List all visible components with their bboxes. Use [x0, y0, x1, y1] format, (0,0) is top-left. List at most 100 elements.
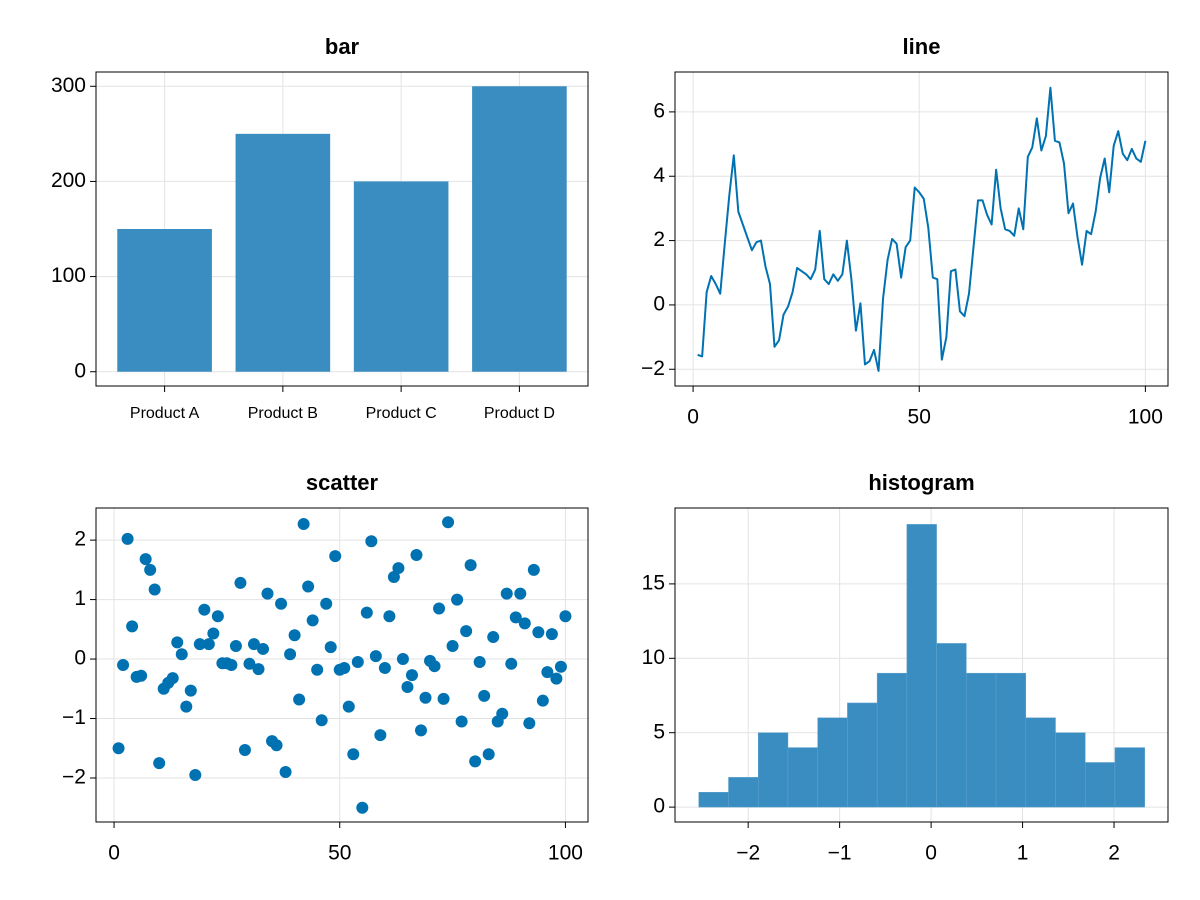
point [405, 669, 418, 682]
point [234, 576, 247, 589]
bar [966, 672, 997, 808]
bar [1084, 762, 1116, 808]
point [536, 694, 549, 707]
point [559, 610, 572, 623]
point [342, 700, 355, 713]
point [261, 587, 274, 600]
point [554, 660, 567, 673]
point [112, 742, 125, 755]
point [482, 748, 495, 761]
point [518, 617, 531, 630]
x-tick-label: Product A [130, 405, 200, 422]
point [523, 717, 536, 730]
point [257, 642, 270, 655]
point [229, 639, 242, 652]
axes-frame [674, 71, 1169, 387]
point [198, 603, 211, 616]
point [414, 724, 427, 737]
point [338, 661, 351, 674]
panel: scatter −2 −1 0 1 2 0 50 100 [62, 470, 589, 865]
panel: histogram 0 5 10 15 −2 −1 0 1 2 [642, 470, 1169, 865]
point [369, 650, 382, 663]
point [487, 631, 500, 644]
x-tick-label: 2 [1108, 842, 1120, 865]
point [469, 755, 482, 768]
point [460, 625, 473, 638]
bar [906, 524, 937, 808]
point [175, 648, 188, 661]
point [392, 562, 405, 575]
point [311, 663, 324, 676]
bar [876, 672, 908, 808]
point [121, 532, 134, 545]
point [347, 748, 360, 761]
x-tick-label: Product D [484, 405, 555, 422]
y-tick-label: 5 [653, 720, 665, 743]
point [238, 744, 251, 757]
panel-title: bar [325, 34, 360, 59]
x-tick-label: 0 [108, 842, 120, 865]
point [464, 559, 477, 572]
y-tick-label: −2 [641, 357, 665, 380]
bar [728, 777, 759, 808]
bar [787, 747, 818, 808]
bar [235, 133, 331, 372]
point [514, 587, 527, 600]
point [437, 692, 450, 705]
point [527, 563, 540, 576]
point [478, 689, 491, 702]
point [356, 801, 369, 814]
point [288, 629, 301, 642]
bar [995, 672, 1027, 808]
point [166, 672, 179, 685]
point [545, 628, 558, 641]
bar [1025, 717, 1056, 808]
point [135, 669, 148, 682]
point [320, 597, 333, 610]
point [180, 700, 193, 713]
point [252, 663, 265, 676]
line [697, 86, 1147, 372]
y-tick-label: 0 [653, 292, 665, 315]
point [455, 715, 468, 728]
point [505, 657, 518, 670]
point [419, 691, 432, 704]
point [297, 518, 310, 531]
y-tick-label: 4 [653, 164, 665, 187]
bar [1055, 732, 1086, 808]
y-tick-label: −1 [62, 706, 86, 729]
point [279, 766, 292, 779]
x-tick-label: 0 [687, 406, 699, 429]
point [225, 659, 238, 671]
point [211, 610, 224, 623]
bar [1114, 747, 1145, 808]
point [293, 693, 306, 706]
bar [117, 229, 212, 372]
panel-title: histogram [868, 470, 974, 495]
y-tick-label: 0 [74, 647, 86, 670]
x-tick-label: 0 [925, 842, 937, 865]
point [442, 516, 455, 529]
point [433, 602, 446, 615]
point [329, 550, 342, 563]
point [451, 593, 464, 606]
x-tick-label: −2 [736, 842, 760, 865]
point [284, 648, 297, 661]
point [532, 626, 545, 639]
axes-frame [95, 507, 589, 823]
point [153, 757, 166, 770]
x-tick-label: Product B [248, 405, 318, 422]
point [184, 684, 197, 697]
point [496, 707, 509, 720]
panel-title: scatter [306, 470, 379, 495]
point [550, 672, 563, 685]
bar [698, 791, 729, 808]
point [365, 535, 378, 548]
point [509, 611, 522, 624]
bar [847, 702, 878, 808]
y-tick-label: −2 [62, 766, 86, 789]
point [171, 636, 184, 649]
point [446, 639, 459, 652]
point [117, 659, 130, 671]
